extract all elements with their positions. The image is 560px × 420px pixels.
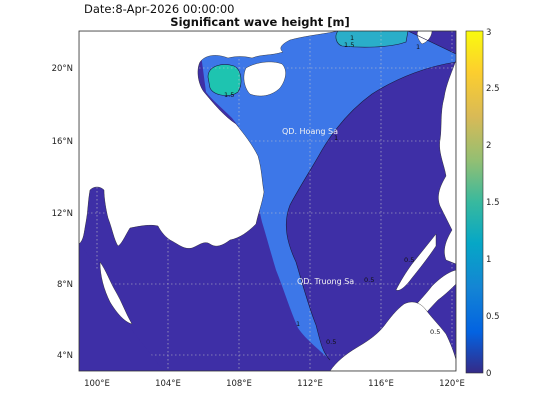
contour-label: 0.5 — [404, 256, 414, 264]
contour-label: 0.5 — [430, 328, 440, 336]
contour-label: 1 — [334, 134, 338, 142]
colorbar-tick-label: 1.5 — [486, 198, 500, 208]
mainland-asia — [79, 31, 339, 249]
colorbar-tick-label: 0.5 — [486, 312, 500, 322]
lat-tick-label: 8°N — [57, 280, 73, 290]
lon-tick-label: 108°E — [226, 379, 252, 389]
contour-label: 1 — [350, 34, 354, 42]
contour-label: 1.5 — [344, 41, 354, 49]
sea-high-region — [208, 64, 242, 96]
malay-peninsula — [79, 244, 164, 371]
lon-tick-label: 112°E — [297, 379, 323, 389]
lat-tick-label: 4°N — [57, 351, 73, 361]
lon-tick-label: 116°E — [368, 379, 394, 389]
hainan-island — [243, 61, 286, 97]
lat-tick-label: 12°N — [52, 209, 73, 219]
colorbar-tick-label: 2.5 — [486, 84, 500, 94]
place-label-spratly: QD. Truong Sa — [297, 277, 354, 286]
lon-tick-label: 120°E — [439, 379, 465, 389]
colorbar-tick-label: 3 — [486, 28, 491, 38]
colorbar-tick-label: 2 — [486, 141, 491, 151]
palawan — [395, 233, 437, 291]
lat-tick-label: 16°N — [52, 137, 73, 147]
colorbar-tick-label: 0 — [486, 369, 491, 379]
contour-label: 1 — [416, 43, 420, 51]
lat-tick-label: 20°N — [52, 64, 73, 74]
taiwan — [417, 31, 433, 45]
borneo — [329, 301, 456, 371]
contour-label: 1 — [296, 320, 300, 328]
colorbar-gradient — [465, 30, 484, 374]
contour-lines — [207, 31, 456, 361]
lon-tick-label: 104°E — [155, 379, 181, 389]
place-label-paracel: QD. Hoang Sa — [282, 127, 338, 136]
map-frame — [78, 30, 457, 372]
luzon — [438, 59, 456, 265]
date-label: Date:8-Apr-2026 00:00:00 — [84, 2, 235, 16]
land-masses — [79, 31, 456, 371]
map-title: Significant wave height [m] — [170, 15, 350, 29]
sea-mid-region — [201, 31, 456, 360]
contour-label: 1.5 — [224, 91, 234, 99]
contour-label: 0.5 — [364, 276, 374, 284]
sea-high-region-north — [335, 31, 408, 48]
colorbar-tick-label: 1 — [486, 255, 491, 265]
contour-label: 0.5 — [326, 338, 336, 346]
lon-tick-label: 100°E — [84, 379, 110, 389]
